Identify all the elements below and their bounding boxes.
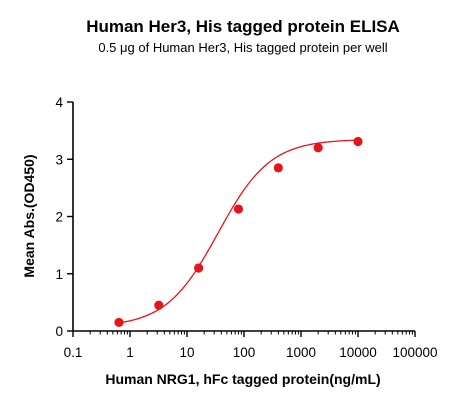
y-tick-label: 2 [55,210,63,225]
data-points [114,136,363,328]
y-axis-label: Mean Abs.(OD450) [21,154,37,277]
x-axis-label: Human NRG1, hFc tagged protein(ng/mL) [105,371,380,387]
chart-title: Human Her3, His tagged protein ELISA [86,17,400,36]
y-tick-label: 4 [55,95,63,110]
fit-curve [118,139,359,324]
y-ticks: 0 1 2 3 4 [55,95,73,339]
y-tick-label: 0 [55,324,63,339]
data-point [114,317,124,328]
data-point [154,300,164,310]
chart-subtitle: 0.5 μg of Human Her3, His tagged protein… [98,40,387,55]
axes [72,102,415,332]
data-point [313,143,323,153]
y-tick-label: 1 [55,267,63,282]
data-point [273,163,283,173]
data-point [194,263,204,273]
x-tick-label: 10 [179,345,194,360]
data-point [353,136,363,147]
x-tick-label: 1000 [286,345,316,360]
data-point [233,204,244,214]
y-tick-label: 3 [55,152,63,167]
x-tick-label: 10000 [339,345,377,360]
x-tick-label: 1 [126,345,134,360]
x-tick-label: 100 [233,345,256,360]
x-ticks: 0.1 1 10 100 1000 10000 100000 [64,331,438,360]
x-tick-label: 100000 [392,345,437,360]
x-tick-label: 0.1 [64,345,83,360]
